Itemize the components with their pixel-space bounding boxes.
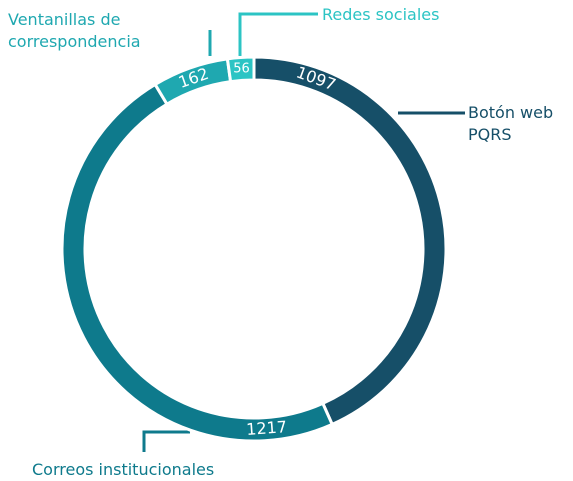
donut-segment bbox=[60, 82, 335, 443]
data-label: 1217 bbox=[246, 417, 288, 439]
legend-label: Botón web PQRS bbox=[468, 103, 554, 144]
data-label: 56 bbox=[233, 61, 250, 76]
legend-label: Correos institucionales bbox=[32, 460, 215, 479]
leader-line bbox=[238, 12, 318, 56]
donut-segment bbox=[225, 55, 256, 84]
legend-label: Ventanillas de correspondencia bbox=[8, 10, 141, 51]
legend-label: Redes sociales bbox=[322, 5, 440, 24]
leader-line bbox=[142, 430, 190, 452]
